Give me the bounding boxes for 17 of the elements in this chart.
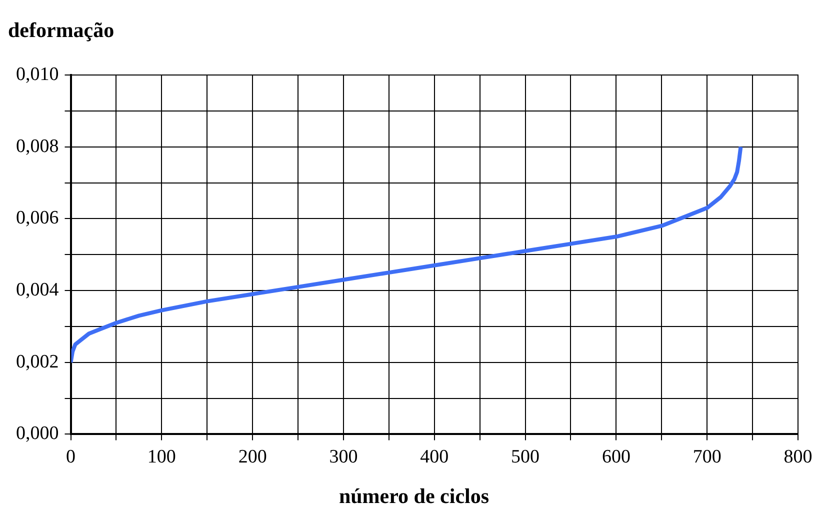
y-tick-label: 0,008: [16, 136, 59, 157]
x-tick-label: 200: [238, 446, 267, 468]
y-tick-label: 0,006: [16, 208, 59, 229]
y-tick-label: 0,000: [16, 423, 59, 444]
x-tick-label: 800: [784, 446, 812, 468]
x-tick-label: 100: [147, 446, 176, 468]
x-tick-label: 600: [602, 446, 630, 468]
x-tick-label: 700: [692, 446, 722, 468]
x-tick-label: 500: [511, 446, 540, 468]
x-tick-label: 300: [329, 446, 358, 468]
y-tick-label: 0,002: [16, 351, 59, 372]
y-axis-title: deformação: [8, 18, 114, 43]
x-tick-label: 0: [66, 446, 76, 468]
x-tick-label: 400: [420, 446, 449, 468]
y-tick-label: 0,010: [16, 64, 59, 85]
y-tick-label: 0,004: [16, 280, 60, 301]
x-axis-title: número de ciclos: [338, 484, 490, 509]
